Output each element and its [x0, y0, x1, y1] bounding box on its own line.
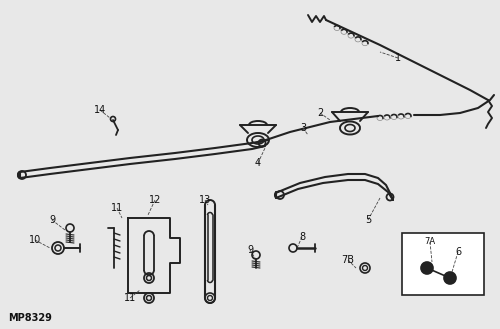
Text: 10: 10 — [29, 235, 41, 245]
Text: 9: 9 — [49, 215, 55, 225]
Text: MP8329: MP8329 — [8, 313, 52, 323]
Text: 11: 11 — [111, 203, 123, 213]
Text: 11: 11 — [124, 293, 136, 303]
Text: 7B: 7B — [342, 255, 354, 265]
Text: 5: 5 — [365, 215, 371, 225]
Text: 6: 6 — [455, 247, 461, 257]
Text: 14: 14 — [94, 105, 106, 115]
Text: 13: 13 — [199, 195, 211, 205]
Text: 8: 8 — [299, 232, 305, 242]
Text: 1: 1 — [395, 53, 401, 63]
Circle shape — [444, 272, 456, 284]
Text: 12: 12 — [149, 195, 161, 205]
Text: 7A: 7A — [424, 238, 436, 246]
Circle shape — [421, 262, 433, 274]
Text: 2: 2 — [317, 108, 323, 118]
Bar — [402, 233, 484, 295]
Text: 4: 4 — [255, 158, 261, 168]
Text: 3: 3 — [300, 123, 306, 133]
Text: 9: 9 — [247, 245, 253, 255]
